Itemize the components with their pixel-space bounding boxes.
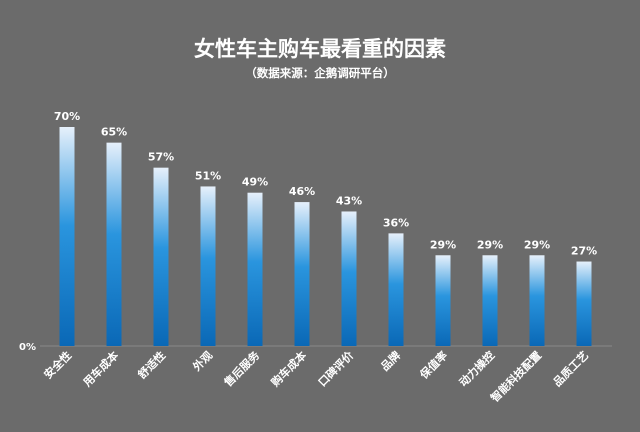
bar-6 [294, 202, 310, 346]
category-label-5: 售后服务 [220, 348, 262, 390]
value-label-12: 27% [571, 245, 597, 258]
category-label-6: 购车成本 [268, 348, 309, 389]
category-label-9: 保值率 [416, 348, 450, 382]
value-label-10: 29% [477, 238, 503, 251]
category-label-12: 品质工艺 [550, 348, 591, 389]
bar-1 [59, 127, 75, 346]
bar-2 [106, 142, 122, 346]
y-axis-tick-label: 0% [19, 342, 36, 353]
chart-title: 女性车主购车最看重的因素 [194, 37, 446, 61]
value-label-5: 49% [242, 176, 268, 189]
category-label-11: 智能科技配置 [488, 348, 545, 405]
bar-5 [247, 192, 263, 346]
value-label-4: 51% [195, 169, 221, 182]
chart-subtitle: （数据来源：企鹅调研平台） [245, 66, 395, 80]
category-label-3: 舒适性 [135, 348, 168, 381]
bar-4 [200, 186, 216, 346]
bar-9 [435, 255, 451, 346]
value-label-7: 43% [336, 194, 362, 207]
bars-group: 70% 安全性 65% 用车成本 57% 舒适性 51% 外观 49% 售后服务 46% 购车成本 43… [41, 110, 597, 405]
bar-10 [482, 255, 498, 346]
bar-12 [576, 261, 592, 346]
value-label-8: 36% [383, 216, 409, 229]
bar-7 [341, 211, 357, 346]
value-label-11: 29% [524, 238, 550, 251]
bar-8 [388, 233, 404, 346]
category-label-8: 品牌 [378, 348, 403, 373]
category-label-4: 外观 [189, 348, 215, 374]
category-label-1: 安全性 [41, 348, 74, 381]
category-label-2: 用车成本 [80, 348, 121, 389]
bar-3 [153, 167, 169, 346]
bar-11 [529, 255, 545, 346]
value-label-6: 46% [289, 185, 315, 198]
category-label-10: 动力操控 [456, 348, 497, 389]
value-label-2: 65% [101, 126, 127, 139]
category-label-7: 口碑评价 [315, 348, 357, 390]
value-label-1: 70% [54, 110, 80, 123]
value-label-9: 29% [430, 238, 456, 251]
value-label-3: 57% [148, 151, 174, 164]
